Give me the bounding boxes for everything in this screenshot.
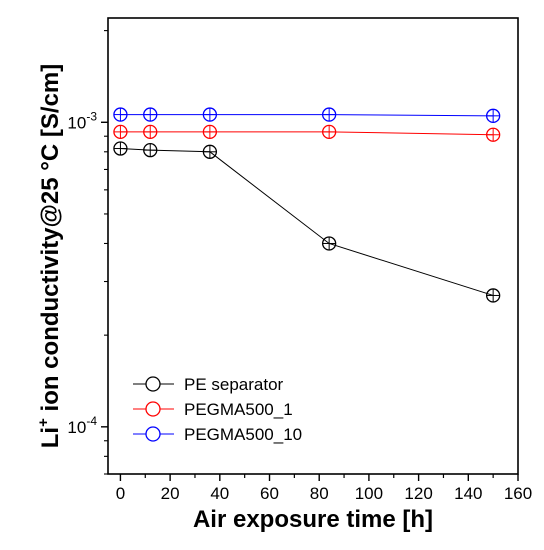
y-tick-label: 10-3 [67,109,97,132]
legend-marker [145,426,161,442]
series-line [120,131,494,136]
legend-label: PE separator [184,375,284,394]
y-axis-title-sup: + [35,418,52,427]
legend-label: PEGMA500_10 [184,425,302,444]
x-tick-label: 160 [504,484,532,503]
series-group [113,107,501,303]
y-axis-title-main: Li [37,427,64,448]
x-tick-label: 140 [454,484,482,503]
x-tick-label: 120 [404,484,432,503]
x-tick-label: 0 [116,484,125,503]
y-tick-labels: 10-4 10-3 [67,109,97,437]
x-tick-label: 40 [210,484,229,503]
axis-ticks [101,30,519,481]
legend-marker [145,376,161,392]
x-tick-label: 80 [310,484,329,503]
x-tick-label: 20 [161,484,180,503]
series-line [120,114,494,117]
y-tick-label: 10-4 [67,414,97,437]
x-tick-labels: 0 20 40 60 80 100 120 140 160 [116,484,532,503]
series-line [120,148,494,296]
legend-label: PEGMA500_1 [184,400,293,419]
x-axis-title: Air exposure time [h] [193,506,433,533]
legend: PE separator PEGMA500_1 PEGMA500_10 [133,375,302,444]
y-axis-title: Li+ ion conductivity@25 °C [S/cm] [35,64,64,448]
legend-marker [145,401,161,417]
y-axis-title-rest: ion conductivity@25 °C [S/cm] [37,64,64,418]
x-tick-label: 60 [260,484,279,503]
x-tick-label: 100 [355,484,383,503]
plot-frame [107,17,519,475]
